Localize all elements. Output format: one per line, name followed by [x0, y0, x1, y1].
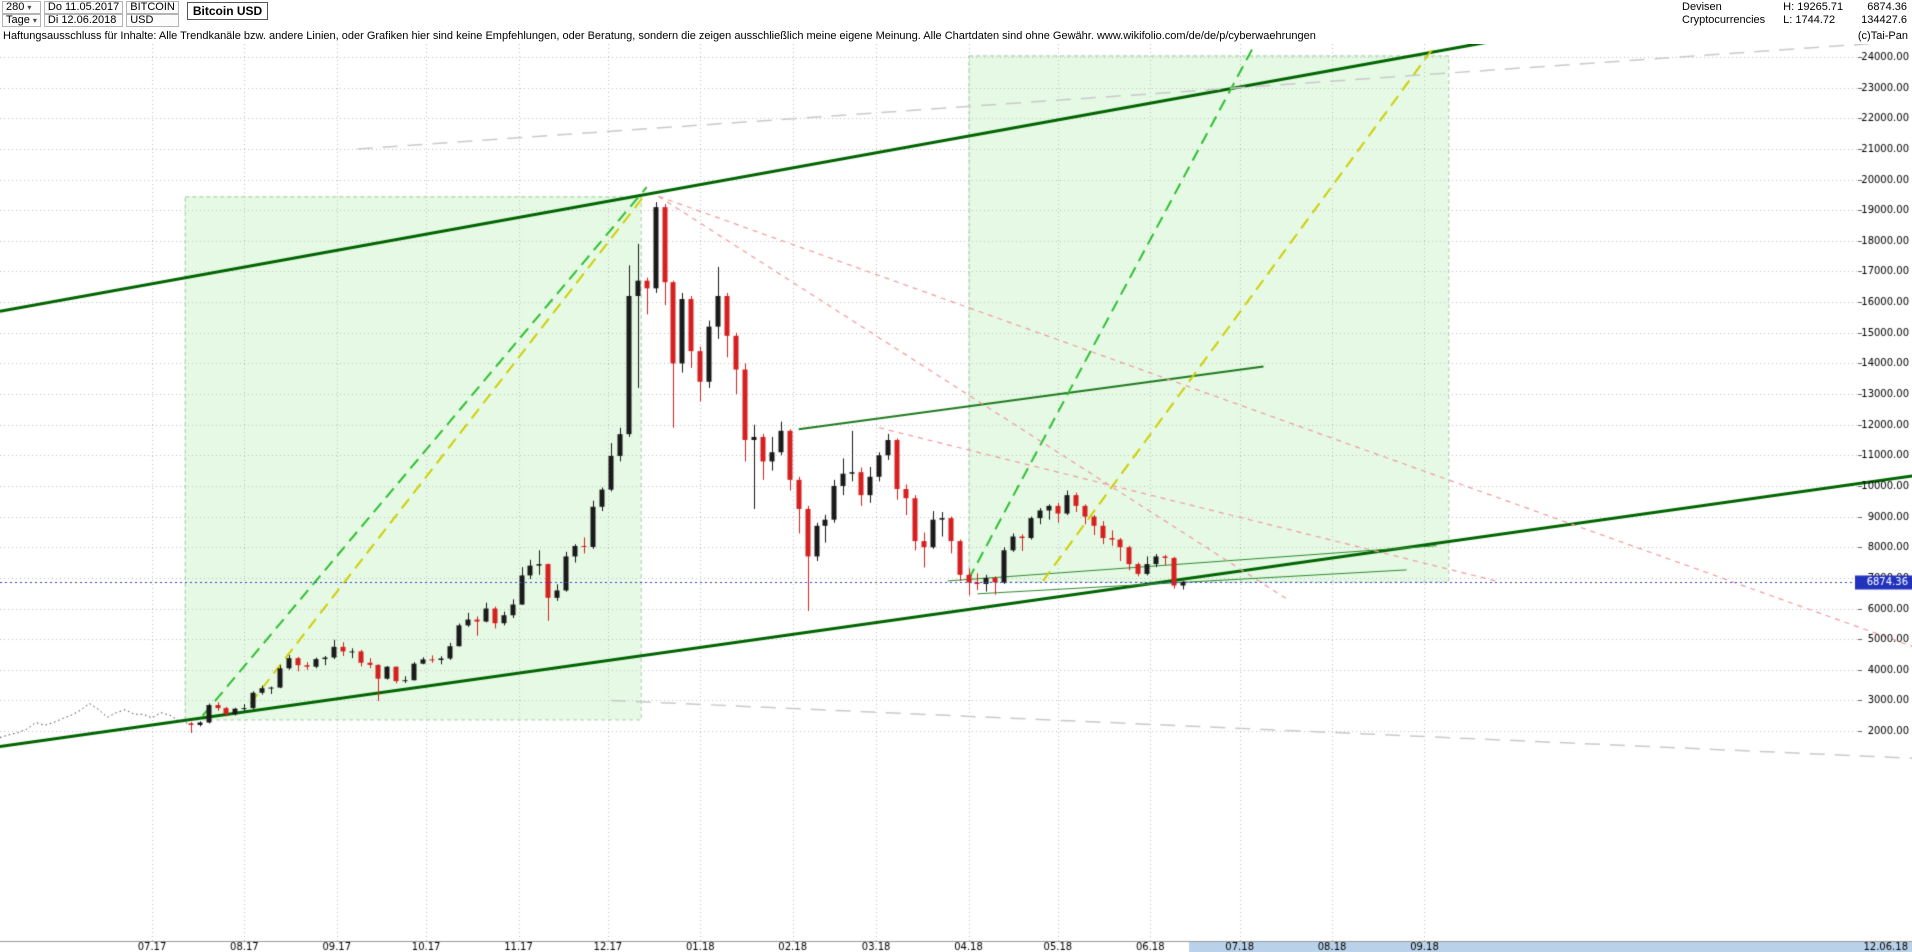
- end-date-field[interactable]: Di 12.06.2018: [43, 14, 124, 27]
- quote-values: 6874.36 134427.6: [1861, 1, 1907, 27]
- chart-title: Bitcoin USD: [186, 2, 269, 20]
- disclaimer-text: Haftungsausschluss für Inhalte: Alle Tre…: [3, 30, 1316, 42]
- bars-count-value: 280: [6, 1, 25, 13]
- symbol-field[interactable]: BITCOIN: [126, 1, 179, 14]
- dropdown-caret-icon: ▾: [32, 16, 37, 25]
- last-price-value: 6874.36: [1867, 1, 1907, 13]
- toolbar: 280 ▾ Tage ▾ Do 11.05.2017 Di 12.06.2018…: [0, 0, 1912, 28]
- period-range: H: 19265.71 L: 1744.72: [1783, 1, 1843, 27]
- market-category-line-2: Cryptocurrencies: [1682, 14, 1766, 26]
- price-chart-canvas[interactable]: [0, 44, 1912, 952]
- period-high-label: H: 19265.71: [1783, 1, 1844, 13]
- disclaimer-bar: Haftungsausschluss für Inhalte: Alle Tre…: [0, 28, 1912, 44]
- start-date-field[interactable]: Do 11.05.2017: [43, 1, 124, 14]
- currency-field[interactable]: USD: [126, 14, 179, 27]
- toolbar-right: Devisen Cryptocurrencies H: 19265.71 L: …: [1682, 1, 1910, 27]
- timeframe-dropdown[interactable]: Tage ▾: [2, 14, 41, 27]
- market-category-line-1: Devisen: [1682, 1, 1722, 13]
- volume-value: 134427.6: [1861, 14, 1907, 26]
- copyright-label: (c)Tai-Pan: [1857, 30, 1908, 42]
- bars-count-dropdown[interactable]: 280 ▾: [2, 1, 41, 14]
- dropdown-caret-icon: ▾: [27, 3, 32, 12]
- toolbar-left: 280 ▾ Tage ▾ Do 11.05.2017 Di 12.06.2018…: [2, 1, 269, 27]
- market-category: Devisen Cryptocurrencies: [1682, 1, 1765, 27]
- period-low-label: L: 1744.72: [1783, 14, 1836, 26]
- timeframe-value: Tage: [6, 14, 30, 26]
